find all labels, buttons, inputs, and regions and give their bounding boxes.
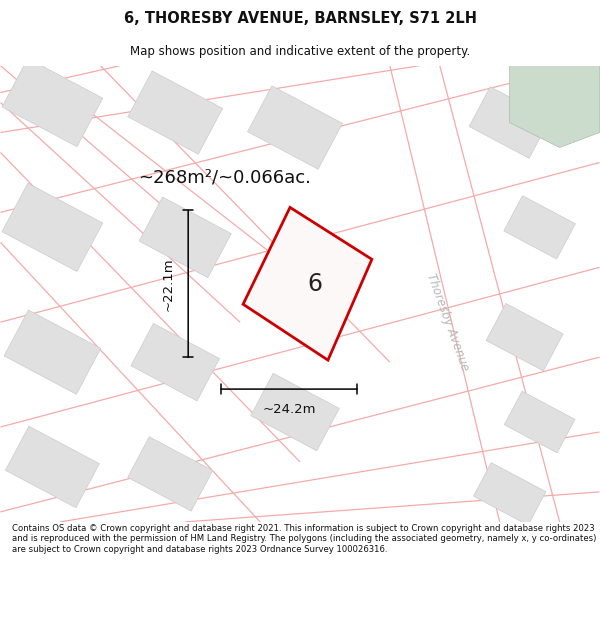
Polygon shape (128, 437, 213, 511)
Text: ~268m²/~0.066ac.: ~268m²/~0.066ac. (138, 169, 311, 186)
Text: ~22.1m: ~22.1m (162, 257, 175, 311)
Polygon shape (469, 87, 550, 158)
Polygon shape (5, 426, 100, 508)
Polygon shape (473, 462, 546, 525)
Polygon shape (2, 183, 103, 271)
Polygon shape (251, 373, 340, 451)
Polygon shape (243, 208, 372, 360)
Text: 6, THORESBY AVENUE, BARNSLEY, S71 2LH: 6, THORESBY AVENUE, BARNSLEY, S71 2LH (124, 11, 476, 26)
Text: 6: 6 (307, 272, 322, 296)
Polygon shape (2, 58, 103, 147)
Polygon shape (486, 303, 563, 371)
Text: ~24.2m: ~24.2m (262, 402, 316, 416)
Polygon shape (139, 197, 231, 278)
Polygon shape (128, 71, 223, 154)
Text: Contains OS data © Crown copyright and database right 2021. This information is : Contains OS data © Crown copyright and d… (12, 524, 596, 554)
Polygon shape (248, 86, 343, 169)
Text: Thoresby Avenue: Thoresby Avenue (424, 272, 472, 372)
Polygon shape (131, 323, 220, 401)
Polygon shape (504, 196, 575, 259)
Text: Map shows position and indicative extent of the property.: Map shows position and indicative extent… (130, 45, 470, 58)
Polygon shape (4, 310, 101, 394)
Polygon shape (509, 66, 599, 148)
Polygon shape (504, 391, 575, 453)
